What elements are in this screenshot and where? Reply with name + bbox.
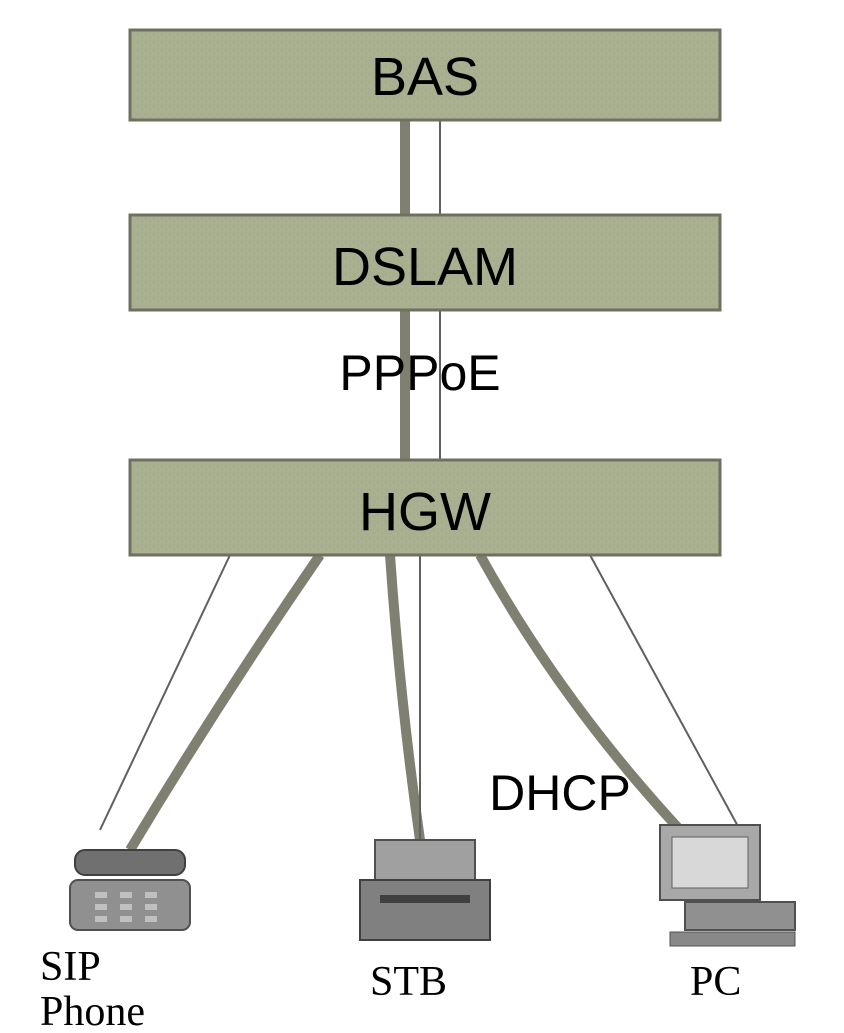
node-label-hgw: HGW <box>359 482 491 542</box>
label-dhcp: DHCP <box>489 765 631 821</box>
network-diagram: BAS DSLAM HGW PPPoE DHCP SIPPhone STB PC <box>0 0 844 1033</box>
node-hgw: HGW <box>130 460 720 555</box>
node-stb <box>360 840 490 940</box>
nodes: BAS DSLAM HGW <box>70 30 795 946</box>
node-label-dslam: DSLAM <box>332 237 518 297</box>
edge-hgw-stb <box>390 555 420 840</box>
node-pc <box>660 825 795 946</box>
label-stb_label: STB <box>370 959 447 1005</box>
label-sip_phone_label: SIP <box>40 944 101 990</box>
node-sip_phone <box>70 850 190 930</box>
node-dslam: DSLAM <box>130 215 720 310</box>
edge-hgw-sip_phone <box>130 555 320 850</box>
node-bas: BAS <box>130 30 720 120</box>
label-sip_phone_label2: Phone <box>40 989 145 1033</box>
label-pppoe: PPPoE <box>339 345 500 401</box>
node-label-bas: BAS <box>371 47 479 107</box>
label-pc_label: PC <box>690 959 741 1005</box>
